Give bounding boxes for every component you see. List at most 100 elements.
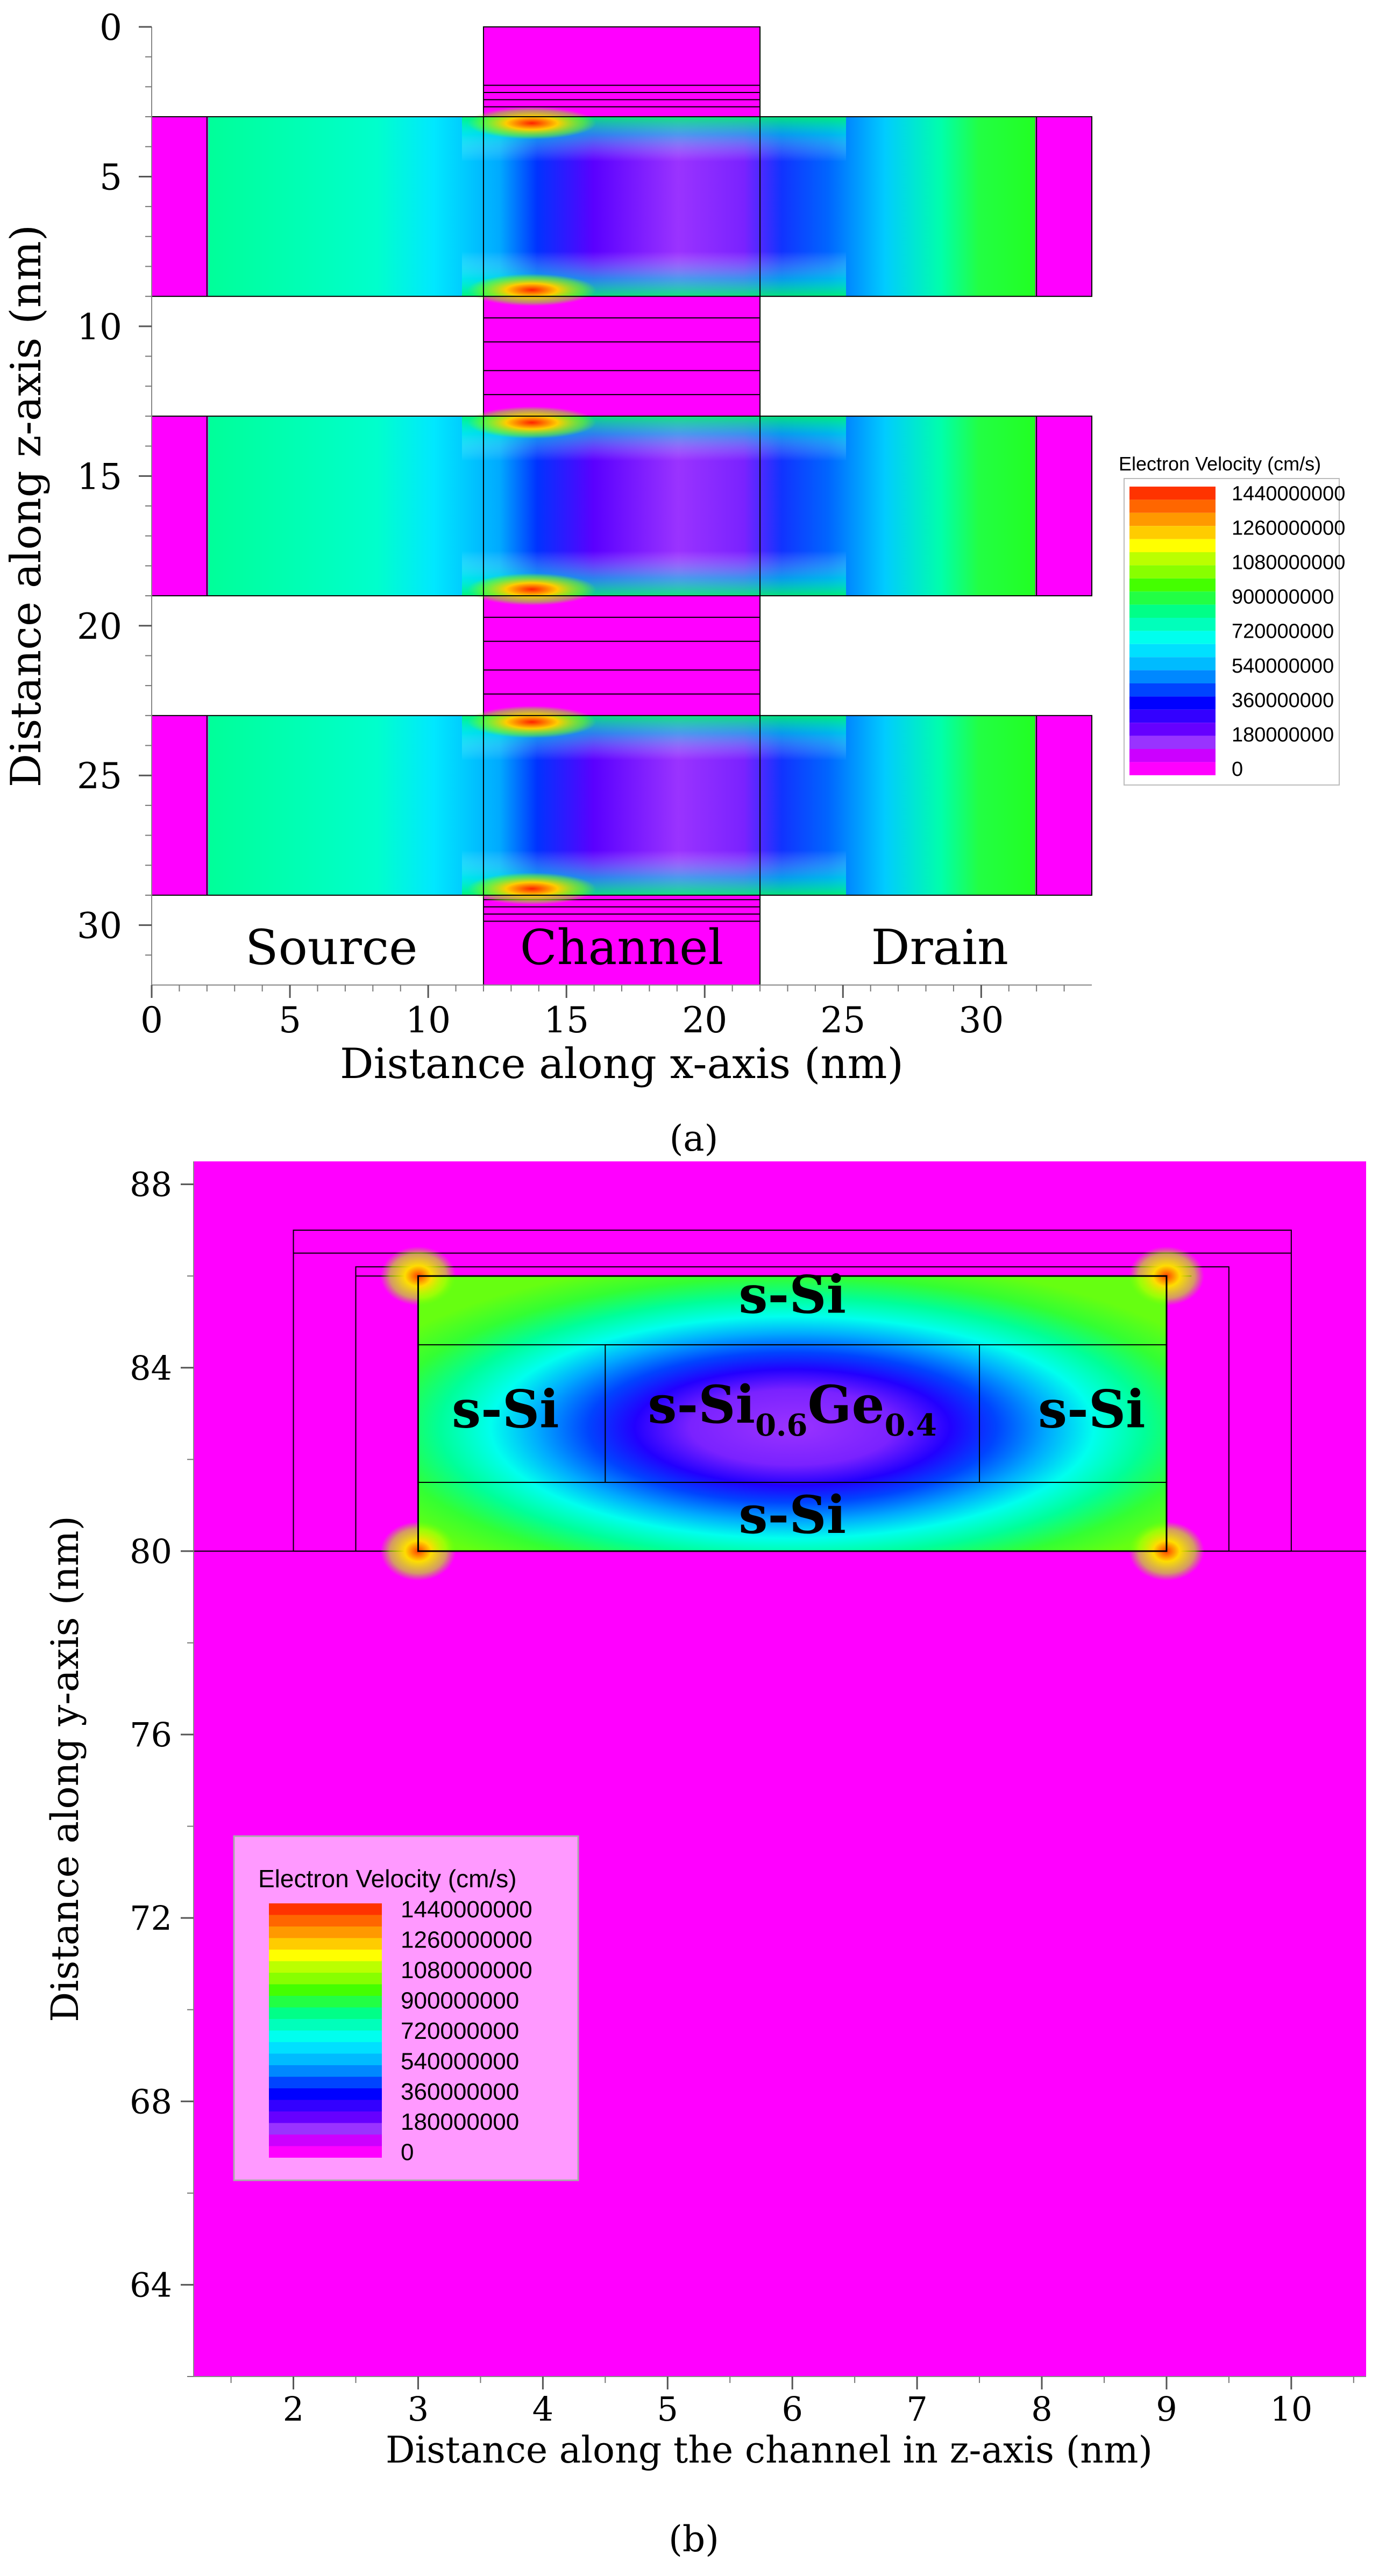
legend-swatch: [269, 1903, 382, 1915]
legend-label: 0: [1232, 758, 1243, 781]
legend-swatch: [269, 2030, 382, 2042]
legend-swatch: [269, 1984, 382, 1996]
legend-swatch: [1129, 604, 1216, 618]
legend-swatch: [1129, 723, 1216, 736]
legend-label: 360000000: [1232, 689, 1334, 712]
velocity-peak: [467, 406, 596, 439]
x-tick-label: 30: [958, 1000, 1004, 1041]
region-label-top: s-Si: [738, 1264, 846, 1325]
y-tick-label: 68: [130, 2082, 172, 2121]
panel-a-caption: (a): [670, 1118, 719, 1159]
legend-label: 1260000000: [1232, 517, 1345, 540]
region-label-drain: Drain: [871, 919, 1008, 976]
region-label-source: Source: [245, 919, 418, 976]
legend-swatch: [269, 2007, 382, 2019]
legend-swatch: [1129, 591, 1216, 605]
legend-label: 1080000000: [401, 1957, 532, 1983]
panel-b-axes: 2 3 4 5 6 7 8 9 10 64 68 72 76 80 84 88: [130, 1161, 1366, 2429]
legend-swatch: [1129, 526, 1216, 539]
legend-swatch: [269, 2088, 382, 2100]
x-tick-label: 25: [820, 1000, 865, 1041]
y-tick-label: 25: [77, 755, 122, 797]
x-tick-label: 6: [781, 2389, 802, 2429]
velocity-peak: [467, 274, 596, 306]
nanowire-layer-3: [151, 705, 1092, 905]
legend-swatch: [269, 1938, 382, 1950]
region-label-core: s-Si0.6Ge0.4: [648, 1374, 937, 1443]
x-tick-label: 9: [1156, 2389, 1177, 2429]
legend-swatch: [1129, 512, 1216, 526]
legend-swatch: [1129, 762, 1216, 775]
legend-label: 1260000000: [401, 1927, 532, 1953]
x-tick-label: 4: [532, 2389, 553, 2429]
legend-label: 360000000: [401, 2079, 519, 2105]
y-tick-label: 15: [77, 456, 122, 497]
legend-swatch: [1129, 578, 1216, 592]
legend-label: 720000000: [401, 2018, 519, 2044]
legend-label: 0: [401, 2139, 414, 2166]
legend-swatch: [1129, 631, 1216, 644]
velocity-peak: [467, 107, 596, 140]
legend-label: 180000000: [1232, 724, 1334, 746]
legend-swatch: [1129, 644, 1216, 658]
legend-title: Electron Velocity (cm/s): [258, 1865, 517, 1893]
nanowire-layer-2: [151, 406, 1092, 606]
panel-b-x-axis-label: Distance along the channel in z-axis (nm…: [386, 2429, 1153, 2472]
panel-a-y-axis-label: Distance along z-axis (nm): [2, 225, 51, 787]
legend-swatch: [269, 2065, 382, 2077]
legend-swatch: [269, 2042, 382, 2054]
legend-label: 900000000: [401, 1987, 519, 2014]
legend-swatch: [1129, 683, 1216, 697]
y-tick-label: 80: [130, 1532, 172, 1571]
legend-swatch: [269, 2123, 382, 2135]
legend-swatch: [269, 2135, 382, 2146]
legend-swatch: [1129, 565, 1216, 579]
x-tick-label: 7: [906, 2389, 927, 2429]
panel-b-caption: (b): [669, 2518, 719, 2560]
y-tick-label: 76: [130, 1715, 172, 1754]
velocity-edge-band: [461, 416, 847, 596]
legend-swatch: [269, 1926, 382, 1938]
legend-swatch: [269, 2077, 382, 2088]
y-tick-label: 72: [130, 1899, 172, 1938]
x-tick-label: 8: [1031, 2389, 1052, 2429]
legend-swatch: [1129, 539, 1216, 552]
x-tick-label: 3: [408, 2389, 429, 2429]
legend-swatch: [1129, 749, 1216, 762]
legend-swatch: [1129, 487, 1216, 500]
legend-label: 900000000: [1232, 586, 1334, 609]
velocity-field: [418, 1276, 1167, 1551]
panel-a-x-axis-label: Distance along x-axis (nm): [340, 1040, 904, 1088]
legend-label: 180000000: [401, 2109, 519, 2135]
velocity-edge-band: [461, 715, 847, 895]
panel-b-legend: Electron Velocity (cm/s) 1440000000 126000…: [233, 1835, 579, 2181]
y-tick-label: 20: [77, 606, 122, 647]
x-tick-label: 5: [657, 2389, 678, 2429]
velocity-edge-band: [461, 117, 847, 297]
legend-label: 1440000000: [1232, 483, 1345, 505]
region-label-left: s-Si: [452, 1379, 559, 1440]
x-tick-label: 20: [682, 1000, 727, 1041]
legend-swatch: [269, 2100, 382, 2111]
y-tick-label: 10: [77, 306, 122, 348]
velocity-peak: [467, 872, 596, 905]
legend-swatch: [1129, 670, 1216, 683]
legend-label: 540000000: [401, 2048, 519, 2074]
legend-swatch: [269, 1973, 382, 1985]
region-label-channel: Channel: [520, 919, 723, 976]
legend-swatch: [269, 2111, 382, 2123]
nanowire-layer-1: [151, 107, 1092, 306]
y-tick-label: 88: [130, 1165, 172, 1204]
legend-label: 540000000: [1232, 655, 1334, 677]
panel-a-legend: Electron Velocity (cm/s) 1440000000 126000…: [1119, 453, 1345, 786]
legend-swatch: [1129, 499, 1216, 513]
panel-a-axes: 0 5 10 15 20 25 30 0 5 10 15 20 25 30: [77, 7, 1092, 1041]
legend-swatch: [1129, 657, 1216, 670]
legend-swatch: [1129, 552, 1216, 566]
legend-title: Electron Velocity (cm/s): [1119, 453, 1321, 475]
x-tick-label: 5: [279, 1000, 301, 1041]
panel-a: Source Channel Drain 0 5 10 15 20 25 30 0 5 10 15 20 2…: [2, 7, 1345, 1159]
x-tick-label: 0: [140, 1000, 163, 1041]
channel-outline: [417, 1275, 1168, 1552]
legend-swatch: [269, 2019, 382, 2031]
